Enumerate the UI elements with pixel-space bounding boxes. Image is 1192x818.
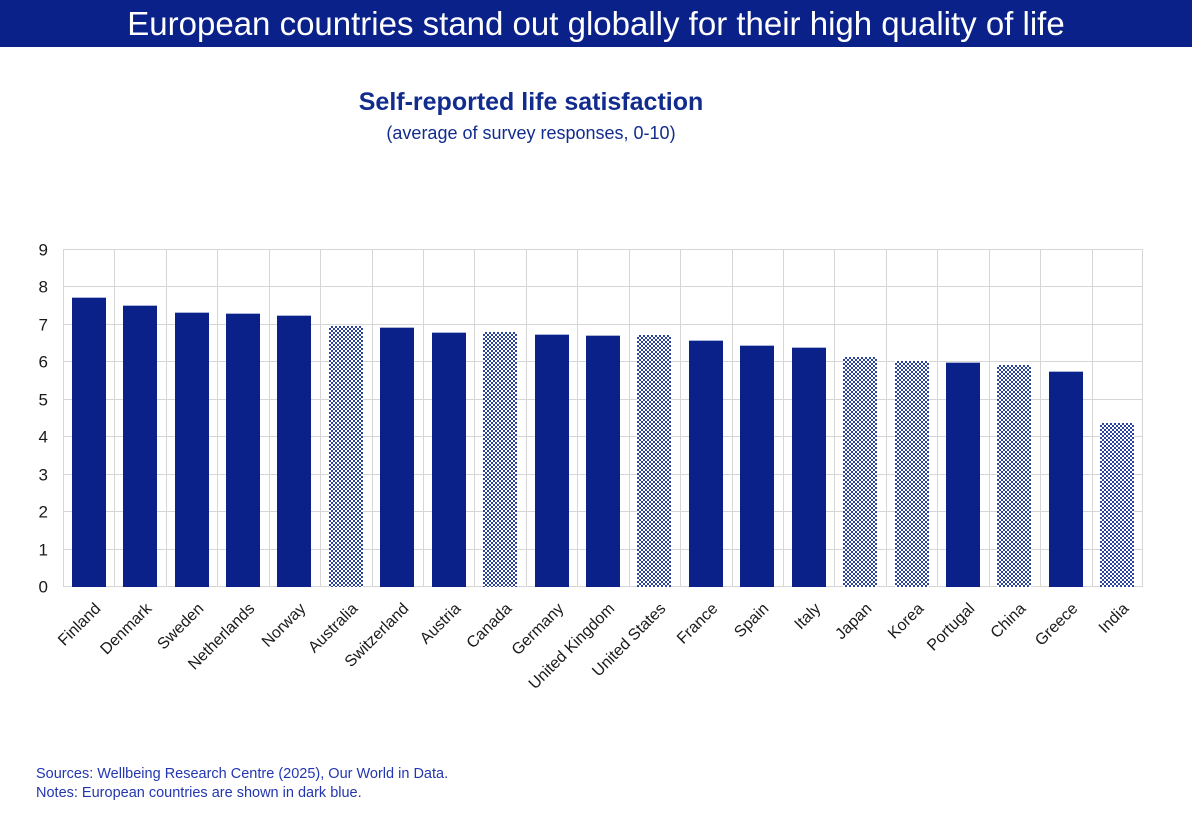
chart-title: Self-reported life satisfaction <box>358 88 704 116</box>
y-tick-9: 9 <box>38 240 48 260</box>
bar-netherlands <box>226 313 260 587</box>
y-tick-3: 3 <box>38 465 48 485</box>
gridline-v-12 <box>680 250 682 587</box>
bar-china <box>997 365 1032 587</box>
gridline-h-8 <box>63 286 1143 288</box>
gridline-v-18 <box>988 250 990 587</box>
gridline-v-9 <box>525 250 527 587</box>
bar-australia <box>328 326 363 587</box>
gridline-v-8 <box>474 250 476 587</box>
bar-spain <box>740 344 775 587</box>
bar-norway <box>277 315 312 587</box>
gridline-h-7 <box>63 323 1143 325</box>
gridline-v-17 <box>937 250 939 587</box>
bar-finland <box>71 297 106 587</box>
gridline-v-21 <box>1142 250 1143 587</box>
gridline-v-4 <box>268 250 270 587</box>
y-tick-1: 1 <box>38 540 48 560</box>
bar-switzerland <box>380 327 415 587</box>
gridline-v-5 <box>320 250 322 587</box>
bar-sweden <box>174 311 209 587</box>
bar-korea <box>894 360 929 587</box>
gridline-v-10 <box>577 250 579 587</box>
bar-india <box>1100 422 1135 587</box>
gridline-v-3 <box>217 250 219 587</box>
y-tick-4: 4 <box>38 427 48 447</box>
bar-united-kingdom <box>586 335 620 587</box>
chart-title-block: Self-reported life satisfaction (average… <box>0 88 1062 144</box>
bar-portugal <box>946 361 980 587</box>
bar-united-states <box>637 335 672 587</box>
y-tick-5: 5 <box>38 390 48 410</box>
bar-canada <box>483 332 518 587</box>
bar-japan <box>843 356 878 587</box>
bar-germany <box>534 334 569 587</box>
y-tick-8: 8 <box>38 277 48 297</box>
bar-greece <box>1048 370 1083 587</box>
footer-notes: Notes: European countries are shown in d… <box>36 785 362 801</box>
gridline-v-0 <box>63 250 64 587</box>
y-tick-6: 6 <box>38 352 48 372</box>
gridline-v-2 <box>165 250 167 587</box>
y-tick-7: 7 <box>38 315 48 335</box>
plot-area <box>63 249 1143 587</box>
bar-italy <box>791 346 826 587</box>
gridline-v-20 <box>1091 250 1093 587</box>
gridline-v-13 <box>731 250 733 587</box>
footer-sources: Sources: Wellbeing Research Centre (2025… <box>36 766 449 782</box>
bar-france <box>688 340 723 587</box>
banner-title: European countries stand out globally fo… <box>127 4 1065 42</box>
banner: European countries stand out globally fo… <box>0 0 1192 47</box>
y-tick-2: 2 <box>38 502 48 522</box>
chart-subtitle: (average of survey responses, 0-10) <box>386 123 676 143</box>
y-axis: 0 1 2 3 4 5 6 7 8 9 <box>0 242 56 596</box>
footer: Sources: Wellbeing Research Centre (2025… <box>36 765 448 803</box>
gridline-v-11 <box>628 250 630 587</box>
gridline-v-7 <box>422 250 424 587</box>
gridline-v-16 <box>885 250 887 587</box>
gridline-v-6 <box>371 250 373 587</box>
x-axis-labels: Finland Denmark Sweden Netherlands Norway Aus… <box>55 587 1143 737</box>
gridline-v-1 <box>114 250 116 587</box>
gridline-v-14 <box>782 250 784 587</box>
gridline-h-9 <box>63 249 1143 250</box>
bar-denmark <box>123 305 158 587</box>
bar-austria <box>431 332 466 587</box>
gridline-v-15 <box>834 250 836 587</box>
y-tick-0: 0 <box>38 577 48 597</box>
gridline-v-19 <box>1040 250 1042 587</box>
